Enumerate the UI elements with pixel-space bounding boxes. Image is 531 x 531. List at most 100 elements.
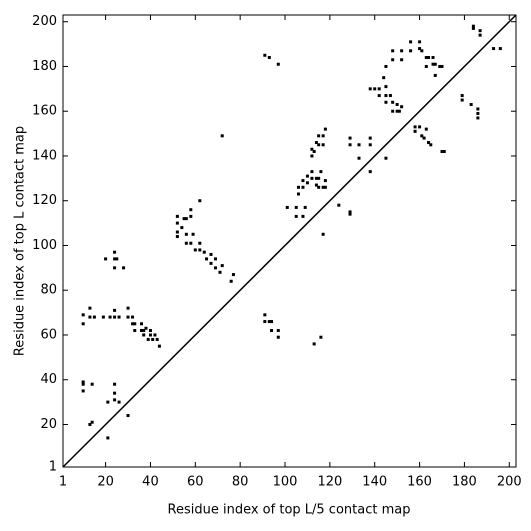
contact-point bbox=[81, 389, 85, 393]
contact-point bbox=[438, 64, 442, 68]
contact-point bbox=[81, 313, 85, 317]
contact-point bbox=[276, 62, 280, 66]
contact-point bbox=[303, 205, 307, 209]
contact-point bbox=[88, 306, 92, 310]
contact-point bbox=[478, 33, 482, 37]
contact-point bbox=[420, 49, 424, 53]
contact-point bbox=[492, 47, 496, 51]
contact-point bbox=[126, 306, 130, 310]
contact-point bbox=[301, 179, 305, 183]
contact-point bbox=[498, 47, 502, 51]
contact-point bbox=[126, 315, 130, 319]
contact-point bbox=[175, 221, 179, 225]
contact-point bbox=[384, 156, 388, 160]
x-axis-label: Residue index of top L/5 contact map bbox=[168, 503, 411, 518]
contact-point bbox=[276, 329, 280, 333]
contact-point bbox=[148, 333, 152, 337]
contact-point bbox=[391, 100, 395, 104]
contact-point bbox=[409, 40, 413, 44]
contact-point bbox=[442, 149, 446, 153]
contact-point bbox=[373, 87, 377, 91]
contact-point bbox=[113, 398, 117, 402]
contact-point bbox=[384, 94, 388, 98]
contact-point bbox=[133, 329, 137, 333]
contact-point bbox=[276, 335, 280, 339]
y-tick-label: 160 bbox=[32, 104, 57, 119]
contact-point bbox=[189, 214, 193, 218]
contact-point bbox=[424, 127, 428, 131]
contact-point bbox=[209, 261, 213, 265]
x-tick-label: 200 bbox=[497, 475, 522, 490]
contact-point bbox=[144, 326, 148, 330]
contact-point bbox=[113, 391, 117, 395]
contact-point bbox=[420, 134, 424, 138]
contact-point bbox=[431, 62, 435, 66]
contact-point bbox=[384, 100, 388, 104]
y-tick-label: 120 bbox=[32, 193, 57, 208]
contact-point bbox=[433, 62, 437, 66]
contact-point bbox=[431, 56, 435, 60]
contact-point bbox=[413, 129, 417, 133]
y-tick-label: 200 bbox=[32, 14, 57, 29]
contact-point bbox=[348, 210, 352, 214]
contact-point bbox=[368, 136, 372, 140]
contact-point bbox=[476, 111, 480, 115]
contact-point bbox=[294, 205, 298, 209]
contact-point bbox=[113, 382, 117, 386]
y-tick-label: 80 bbox=[40, 283, 57, 298]
x-tick-label: 120 bbox=[317, 475, 342, 490]
contact-point bbox=[471, 26, 475, 30]
contact-point bbox=[175, 214, 179, 218]
contact-point bbox=[157, 344, 161, 348]
contact-point bbox=[427, 141, 431, 145]
contact-point bbox=[314, 141, 318, 145]
contact-point bbox=[122, 266, 126, 270]
contact-point bbox=[427, 56, 431, 60]
contact-point bbox=[310, 154, 314, 158]
contact-point bbox=[267, 320, 271, 324]
contact-point bbox=[368, 87, 372, 91]
contact-point bbox=[317, 176, 321, 180]
contact-point bbox=[433, 73, 437, 77]
contact-point bbox=[469, 103, 473, 107]
contact-point bbox=[155, 337, 159, 341]
y-axis-label: Residue index of top L contact map bbox=[13, 126, 28, 356]
contact-point bbox=[305, 174, 309, 178]
contact-point bbox=[198, 241, 202, 245]
contact-point bbox=[148, 329, 152, 333]
contact-point bbox=[321, 134, 325, 138]
contact-point bbox=[476, 116, 480, 120]
contact-point bbox=[139, 322, 143, 326]
contact-point bbox=[478, 29, 482, 33]
contact-point bbox=[117, 400, 121, 404]
contact-point bbox=[440, 64, 444, 68]
x-tick-label: 40 bbox=[142, 475, 159, 490]
contact-point bbox=[270, 320, 274, 324]
x-tick-label: 60 bbox=[187, 475, 204, 490]
contact-point bbox=[81, 322, 85, 326]
y-tick-label: 100 bbox=[32, 238, 57, 253]
contact-point bbox=[92, 315, 96, 319]
contact-point bbox=[377, 87, 381, 91]
contact-point bbox=[471, 24, 475, 28]
contact-point bbox=[400, 58, 404, 62]
contact-point bbox=[312, 342, 316, 346]
contact-point bbox=[400, 49, 404, 53]
contact-point bbox=[106, 436, 110, 440]
y-tick-label: 180 bbox=[32, 59, 57, 74]
contact-point bbox=[317, 185, 321, 189]
contact-point bbox=[267, 56, 271, 60]
contact-point bbox=[113, 250, 117, 254]
contact-point bbox=[90, 382, 94, 386]
contact-point bbox=[184, 232, 188, 236]
y-tick-label: 20 bbox=[40, 417, 57, 432]
contact-point bbox=[314, 183, 318, 187]
contact-point bbox=[321, 143, 325, 147]
contact-point bbox=[101, 315, 105, 319]
contact-point bbox=[395, 109, 399, 113]
contact-point bbox=[220, 134, 224, 138]
contact-point bbox=[131, 315, 135, 319]
plot-frame bbox=[62, 14, 517, 468]
contact-point bbox=[131, 322, 135, 326]
contact-point bbox=[175, 235, 179, 239]
